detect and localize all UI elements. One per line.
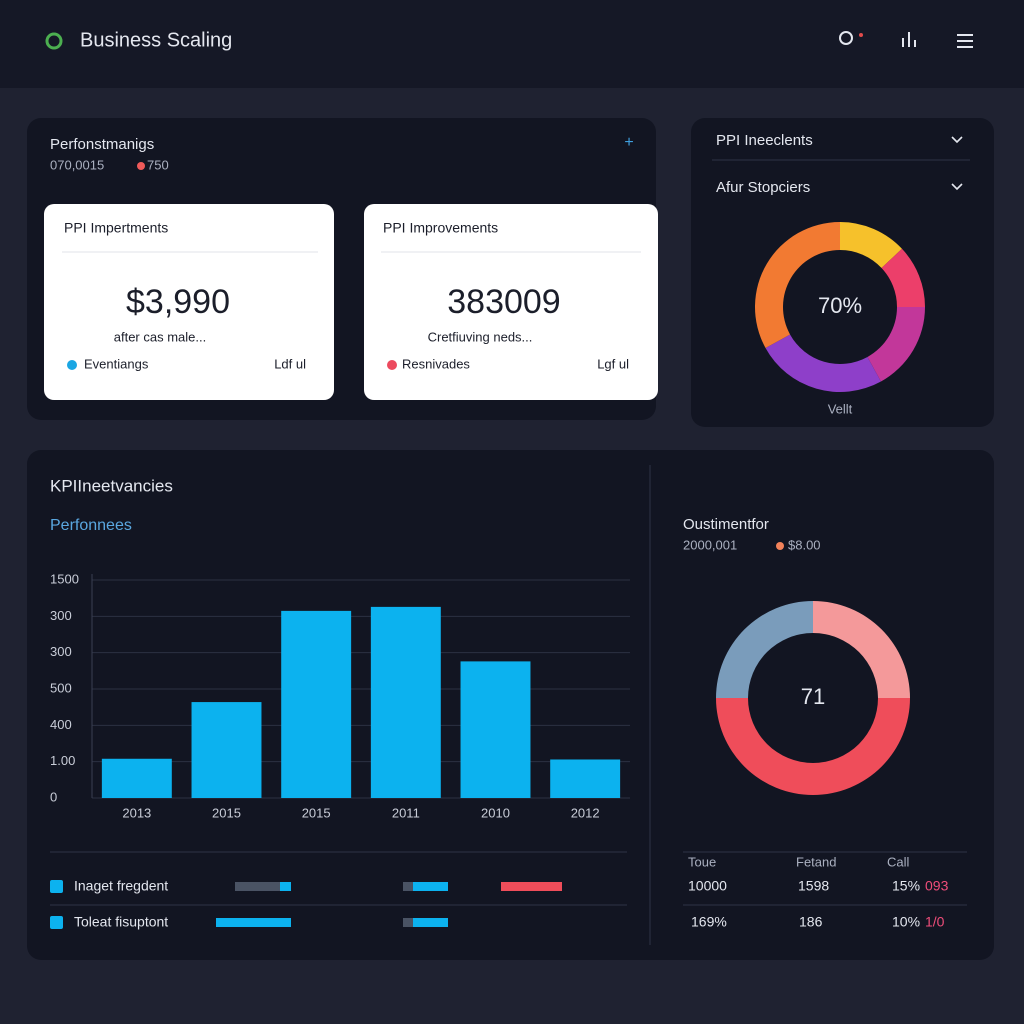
stats-icon[interactable] xyxy=(902,32,916,47)
card-title: PPI Improvements xyxy=(383,220,498,236)
add-button[interactable]: + xyxy=(624,134,633,151)
table-cell: 1/0 xyxy=(925,914,945,930)
mini-bar xyxy=(501,882,562,891)
card xyxy=(364,204,658,400)
table-cell: 093 xyxy=(925,878,949,894)
mini-bar xyxy=(403,918,448,927)
table-header: Fetand xyxy=(796,854,836,869)
chevron[interactable] xyxy=(951,136,963,144)
table-cell: 15% xyxy=(892,878,920,894)
x-tick-label: 2010 xyxy=(481,805,510,820)
donut-segment xyxy=(716,601,813,698)
legend-dot xyxy=(67,360,77,370)
donut-center: 70% xyxy=(818,293,862,318)
table-cell: 10000 xyxy=(688,878,727,894)
donut-segment xyxy=(754,222,840,348)
x-tick-label: 2015 xyxy=(302,805,331,820)
table-cell: 10% xyxy=(892,914,920,930)
legend-swatch xyxy=(50,880,63,893)
donut-caption: Vellt xyxy=(828,401,853,416)
bar xyxy=(460,661,531,798)
bar xyxy=(101,758,172,798)
card-legend: Resnivades xyxy=(402,356,470,371)
legend-swatch xyxy=(50,916,63,929)
mini-bar xyxy=(403,882,448,891)
bar xyxy=(281,610,352,798)
footer-row-label: Inaget fregdent xyxy=(74,878,168,894)
dropdown[interactable]: Afur Stopciers xyxy=(716,179,810,196)
y-tick-label: 1500 xyxy=(50,571,79,586)
mini-bar xyxy=(403,882,413,891)
app-title: Business Scaling xyxy=(80,29,232,51)
y-tick-label: 500 xyxy=(50,680,72,695)
card-subtitle: after cas male... xyxy=(114,329,206,344)
donut-segment xyxy=(813,601,910,698)
donut-segment xyxy=(765,334,881,393)
mini-bar xyxy=(403,918,413,927)
footer-row-label: Toleat fisuptont xyxy=(74,914,168,930)
card-subtitle: Cretfiuving neds... xyxy=(428,329,533,344)
table-cell: 186 xyxy=(799,914,823,930)
donut-segment xyxy=(716,698,910,795)
card-link[interactable]: Ldf ul xyxy=(274,356,306,371)
y-tick-label: 1.00 xyxy=(50,753,75,768)
y-tick-label: 300 xyxy=(50,644,72,659)
legend-text: $8.00 xyxy=(788,537,821,552)
y-tick-label: 300 xyxy=(50,608,72,623)
x-tick-label: 2015 xyxy=(212,805,241,820)
card-legend: Eventiangs xyxy=(84,356,149,371)
user-icon[interactable] xyxy=(839,31,863,45)
y-tick-label: 0 xyxy=(50,789,57,804)
donut-segment xyxy=(867,307,925,382)
x-tick-label: 2013 xyxy=(122,805,151,820)
table-cell: 169% xyxy=(691,914,727,930)
card-value: $3,990 xyxy=(126,283,230,321)
dropdown[interactable]: PPI Ineeclents xyxy=(716,132,813,149)
bar xyxy=(191,702,262,798)
x-tick-label: 2011 xyxy=(392,805,420,820)
donut-center: 71 xyxy=(801,684,825,709)
chart-subtitle: Perfonnees xyxy=(50,517,132,534)
y-tick-label: 400 xyxy=(50,717,72,732)
panel-title: Perfonstmanigs xyxy=(50,136,154,153)
donut-segment xyxy=(881,248,925,307)
bar xyxy=(370,606,441,798)
legend-text: 2000,001 xyxy=(683,537,737,552)
x-tick-label: 2012 xyxy=(571,805,600,820)
legend-dot xyxy=(776,542,784,550)
legend-dot xyxy=(387,360,397,370)
chart-title: KPIIneetvancies xyxy=(50,476,173,495)
chevron[interactable] xyxy=(951,183,963,191)
table-cell: 1598 xyxy=(798,878,829,894)
donut-segment xyxy=(840,222,902,268)
chart-title: Oustimentfor xyxy=(683,516,769,533)
mini-bar xyxy=(280,882,291,891)
menu-icon[interactable] xyxy=(957,34,973,48)
table-header: Toue xyxy=(688,854,716,869)
mini-bar xyxy=(235,882,291,891)
logo xyxy=(45,32,63,50)
bar xyxy=(550,759,621,798)
stat: 750 xyxy=(147,157,169,172)
card-value: 383009 xyxy=(447,283,560,321)
card-link[interactable]: Lgf ul xyxy=(597,356,629,371)
card-title: PPI Impertments xyxy=(64,220,168,236)
mini-bar xyxy=(216,918,291,927)
stat-dot xyxy=(137,162,145,170)
table-header: Call xyxy=(887,854,910,869)
stat: 070,0015 xyxy=(50,157,104,172)
card xyxy=(44,204,334,400)
header-bar xyxy=(0,0,1024,88)
